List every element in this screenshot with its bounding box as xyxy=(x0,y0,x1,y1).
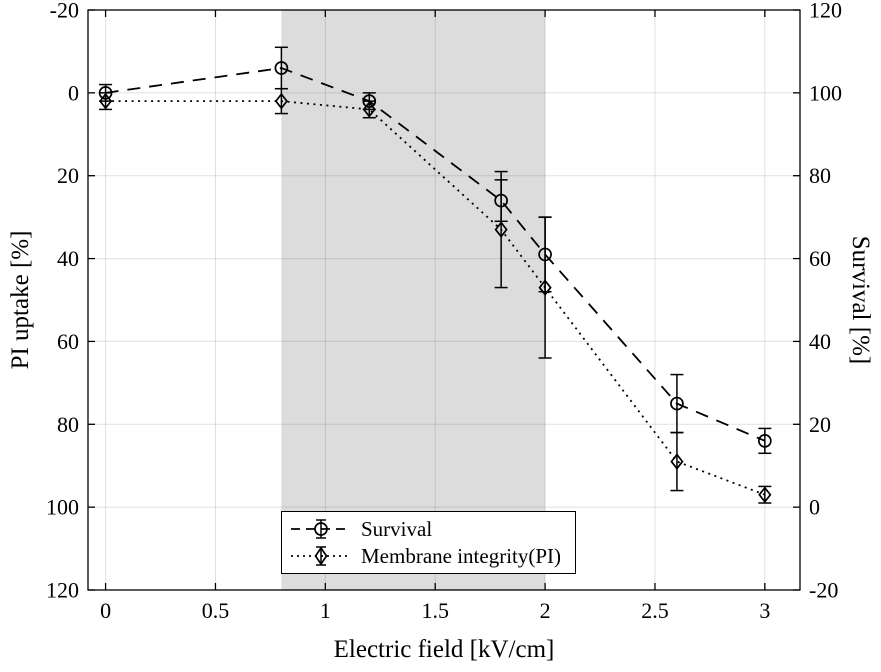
tick-marks xyxy=(88,9,800,591)
y-tick-label-left: 0 xyxy=(68,80,79,105)
series-membrane-integrity xyxy=(98,87,772,504)
y-tick-label-right: 0 xyxy=(809,495,820,520)
diamond-marker-icon xyxy=(758,486,772,504)
x-tick-label: 0 xyxy=(100,598,111,623)
x-tick-label: 2.5 xyxy=(641,598,669,623)
y-tick-label-left: -20 xyxy=(50,0,79,23)
diamond-marker-icon xyxy=(274,92,288,110)
diamond-marker-icon xyxy=(362,101,376,118)
x-tick-label: 1 xyxy=(320,598,331,623)
y-tick-label-left: 40 xyxy=(57,246,79,271)
circle-marker-icon xyxy=(757,434,772,448)
membrane-integrity-line-glyph xyxy=(291,546,351,566)
x-axis-label: Electric field [kV/cm] xyxy=(333,636,555,663)
x-tick-label: 2 xyxy=(540,598,551,623)
survival-line-glyph xyxy=(291,519,351,539)
diamond-marker-icon xyxy=(538,279,552,296)
y-tick-label-right: 20 xyxy=(809,412,831,437)
legend-label-survival: Survival xyxy=(361,517,433,541)
y-tick-label-left: 60 xyxy=(57,329,79,354)
shaded-region xyxy=(281,10,546,590)
circle-marker-icon xyxy=(670,396,684,411)
y-tick-label-left: 120 xyxy=(46,578,79,603)
y-tick-label-right: 60 xyxy=(809,246,831,271)
x-tick-label: 0.5 xyxy=(202,598,230,623)
axes-box xyxy=(87,9,801,591)
x-tick-label: 1.5 xyxy=(421,598,449,623)
y-tick-label-left: 100 xyxy=(46,495,79,520)
y-tick-label-left: 80 xyxy=(57,412,79,437)
y-tick-label-right: 80 xyxy=(809,163,831,188)
y-tick-label-right: 40 xyxy=(809,329,831,354)
diamond-marker-icon xyxy=(494,221,508,238)
y-axis-label-right: Survival [%] xyxy=(847,235,874,365)
y-tick-label-left: 20 xyxy=(57,163,79,188)
x-tick-label: 3 xyxy=(759,598,770,623)
diamond-marker-icon xyxy=(670,453,684,470)
circle-marker-icon xyxy=(274,61,289,75)
y-tick-label-right: -20 xyxy=(809,578,838,603)
y-tick-label-right: 100 xyxy=(809,80,842,105)
legend: Survival Membrane integrity(PI) xyxy=(281,511,577,574)
diamond-marker-icon xyxy=(314,546,328,566)
diamond-marker-icon xyxy=(98,92,113,110)
legend-label-membrane-integrity: Membrane integrity(PI) xyxy=(361,544,562,568)
legend-item-membrane-integrity: Membrane integrity(PI) xyxy=(290,543,561,569)
y-axis-label-left: PI uptake [%] xyxy=(7,230,34,370)
y-tick-label-right: 120 xyxy=(809,0,842,23)
legend-item-survival: Survival xyxy=(290,516,561,542)
circle-marker-icon xyxy=(314,522,328,536)
